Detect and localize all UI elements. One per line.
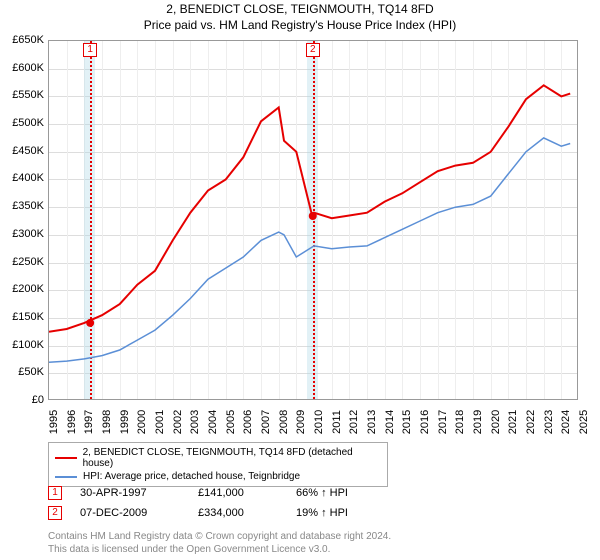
event-data-point: [309, 212, 317, 220]
x-axis-tick-label: 2006: [242, 410, 254, 434]
x-axis-tick-label: 2007: [260, 410, 272, 434]
y-axis-tick-label: £550K: [0, 89, 44, 101]
x-axis-tick-label: 1998: [101, 410, 113, 434]
event-date: 07-DEC-2009: [80, 507, 180, 519]
x-axis-tick-label: 1996: [66, 410, 78, 434]
y-axis-tick-label: £350K: [0, 200, 44, 212]
series-line-price_paid: [49, 85, 570, 331]
event-price: £141,000: [198, 487, 278, 499]
y-axis-tick-label: £200K: [0, 283, 44, 295]
x-axis-tick-label: 2013: [366, 410, 378, 434]
event-date: 30-APR-1997: [80, 487, 180, 499]
x-axis-tick-label: 2018: [454, 410, 466, 434]
chart-title: 2, BENEDICT CLOSE, TEIGNMOUTH, TQ14 8FD: [0, 0, 600, 16]
y-axis-tick-label: £250K: [0, 256, 44, 268]
x-axis-tick-label: 2010: [313, 410, 325, 434]
event-number-box: 2: [48, 506, 62, 520]
x-axis-tick-label: 2016: [419, 410, 431, 434]
chart-subtitle: Price paid vs. HM Land Registry's House …: [0, 16, 600, 32]
y-axis-tick-label: £500K: [0, 117, 44, 129]
event-number-box: 1: [48, 486, 62, 500]
x-axis-tick-label: 2023: [543, 410, 555, 434]
x-axis-tick-label: 2025: [578, 410, 590, 434]
attribution-footer: Contains HM Land Registry data © Crown c…: [48, 530, 391, 556]
x-axis-tick-label: 2005: [225, 410, 237, 434]
y-axis-tick-label: £650K: [0, 34, 44, 46]
y-axis-tick-label: £600K: [0, 62, 44, 74]
y-axis-tick-label: £150K: [0, 311, 44, 323]
legend-swatch: [55, 457, 77, 459]
x-axis-tick-label: 2002: [172, 410, 184, 434]
series-line-hpi: [49, 138, 570, 362]
x-axis-tick-label: 2001: [154, 410, 166, 434]
x-axis-tick-label: 2012: [348, 410, 360, 434]
x-axis-tick-label: 2009: [295, 410, 307, 434]
legend-swatch: [55, 476, 77, 478]
event-hpi-delta: 66% ↑ HPI: [296, 487, 348, 499]
x-axis-tick-label: 1997: [83, 410, 95, 434]
legend-row: 2, BENEDICT CLOSE, TEIGNMOUTH, TQ14 8FD …: [55, 446, 381, 470]
x-axis-tick-label: 2015: [401, 410, 413, 434]
legend-label: 2, BENEDICT CLOSE, TEIGNMOUTH, TQ14 8FD …: [83, 447, 381, 469]
x-axis-tick-label: 1995: [48, 410, 60, 434]
legend-row: HPI: Average price, detached house, Teig…: [55, 470, 381, 483]
x-axis-tick-label: 2008: [278, 410, 290, 434]
x-axis-tick-label: 2017: [437, 410, 449, 434]
y-axis-tick-label: £100K: [0, 339, 44, 351]
x-axis-tick-label: 2022: [525, 410, 537, 434]
event-marker-box: 2: [306, 43, 320, 57]
x-axis-tick-label: 2011: [331, 410, 343, 434]
x-axis-tick-label: 2004: [207, 410, 219, 434]
x-axis-tick-label: 2021: [507, 410, 519, 434]
y-axis-tick-label: £0: [0, 394, 44, 406]
y-axis-tick-label: £50K: [0, 366, 44, 378]
x-axis-tick-label: 2014: [384, 410, 396, 434]
x-axis-tick-label: 2003: [189, 410, 201, 434]
x-axis-tick-label: 2019: [472, 410, 484, 434]
event-marker-box: 1: [83, 43, 97, 57]
x-axis-tick-label: 1999: [119, 410, 131, 434]
transaction-event-row: 1 30-APR-1997 £141,000 66% ↑ HPI: [48, 486, 348, 500]
event-hpi-delta: 19% ↑ HPI: [296, 507, 348, 519]
x-axis-tick-label: 2020: [490, 410, 502, 434]
x-axis-tick-label: 2024: [560, 410, 572, 434]
event-price: £334,000: [198, 507, 278, 519]
x-axis-tick-label: 2000: [136, 410, 148, 434]
transaction-event-row: 2 07-DEC-2009 £334,000 19% ↑ HPI: [48, 506, 348, 520]
chart-legend: 2, BENEDICT CLOSE, TEIGNMOUTH, TQ14 8FD …: [48, 442, 388, 487]
footer-line-1: Contains HM Land Registry data © Crown c…: [48, 530, 391, 543]
event-data-point: [86, 319, 94, 327]
y-axis-tick-label: £300K: [0, 228, 44, 240]
y-axis-tick-label: £450K: [0, 145, 44, 157]
footer-line-2: This data is licensed under the Open Gov…: [48, 543, 391, 556]
chart-plot-area: 12: [48, 40, 578, 400]
legend-label: HPI: Average price, detached house, Teig…: [83, 471, 300, 482]
y-axis-tick-label: £400K: [0, 172, 44, 184]
